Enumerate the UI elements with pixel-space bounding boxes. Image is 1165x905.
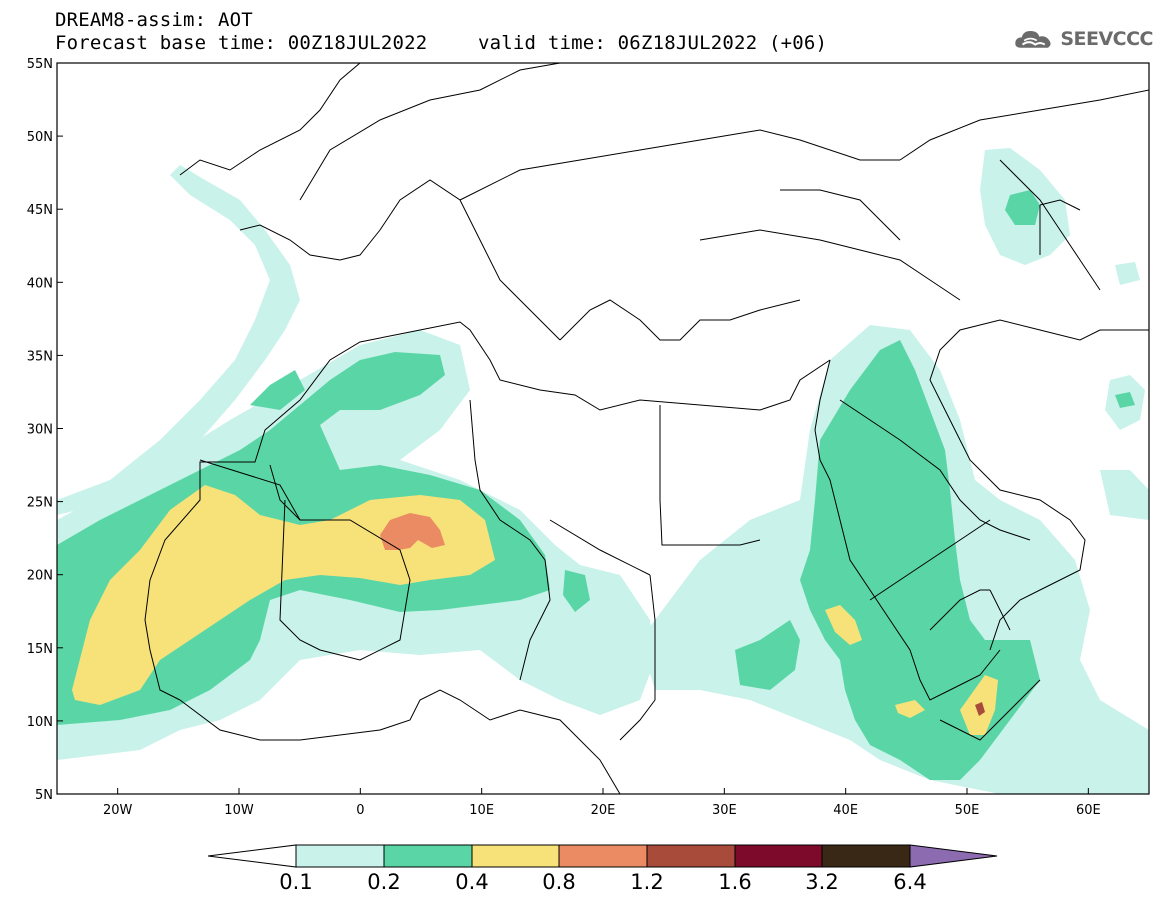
forecast-base-time: Forecast base time: 00Z18JUL2022 bbox=[55, 32, 428, 54]
colorbar-label: 6.4 bbox=[893, 870, 927, 894]
lat-label: 20N bbox=[27, 569, 53, 584]
colorbar-label: 1.2 bbox=[630, 870, 664, 894]
lon-label: 20W bbox=[103, 803, 133, 818]
lon-label: 0 bbox=[356, 803, 364, 818]
lat-label: 5N bbox=[35, 788, 53, 803]
lon-axis: 20W 10W 0 10E 20E 30E 40E 50E 60E bbox=[103, 788, 1101, 818]
colorbar bbox=[207, 844, 998, 868]
lat-label: 10N bbox=[27, 715, 53, 730]
lat-axis: 55N 50N 45N 40N 35N 30N 25N 20N 15N 10N 5N bbox=[27, 57, 63, 803]
colorbar-high-arrow bbox=[909, 844, 998, 868]
cloud-icon bbox=[1015, 31, 1051, 48]
lat-label: 40N bbox=[27, 276, 53, 291]
lat-label: 55N bbox=[27, 57, 53, 72]
lat-label: 35N bbox=[27, 349, 53, 364]
aot-level-0.8 bbox=[380, 513, 445, 550]
lat-label: 15N bbox=[27, 642, 53, 657]
lat-label: 25N bbox=[27, 496, 53, 511]
colorbar-label: 1.6 bbox=[718, 870, 752, 894]
lon-label: 20E bbox=[591, 803, 616, 818]
lon-label: 30E bbox=[712, 803, 737, 818]
seevccc-logo: SEEVCCC bbox=[1013, 23, 1153, 55]
colorbar-seg-0.8 bbox=[558, 844, 648, 868]
lon-label: 10E bbox=[469, 803, 494, 818]
colorbar-seg-3.2 bbox=[821, 844, 911, 868]
logo-text: SEEVCCC bbox=[1060, 28, 1153, 50]
lon-label: 10W bbox=[224, 803, 254, 818]
colorbar-label: 0.8 bbox=[542, 870, 576, 894]
lat-label: 50N bbox=[27, 130, 53, 145]
lon-label: 50E bbox=[955, 803, 980, 818]
lat-label: 45N bbox=[27, 203, 53, 218]
colorbar-seg-1.2 bbox=[646, 844, 736, 868]
colorbar-seg-0.2 bbox=[383, 844, 473, 868]
colorbar-seg-0.1 bbox=[295, 844, 385, 868]
colorbar-seg-1.6 bbox=[734, 844, 823, 868]
colorbar-label: 0.1 bbox=[279, 870, 313, 894]
lat-label: 30N bbox=[27, 423, 53, 438]
colorbar-label: 3.2 bbox=[805, 870, 839, 894]
product-title: DREAM8-assim: AOT bbox=[55, 9, 253, 31]
aot-field bbox=[57, 63, 1149, 794]
colorbar-seg-0.4 bbox=[471, 844, 560, 868]
coastlines-borders bbox=[144, 63, 1149, 794]
colorbar-label: 0.2 bbox=[367, 870, 401, 894]
aot-level-1.2 bbox=[975, 702, 985, 716]
colorbar-label: 0.4 bbox=[455, 870, 489, 894]
lon-label: 60E bbox=[1076, 803, 1101, 818]
lon-label: 40E bbox=[833, 803, 858, 818]
valid-time: valid time: 06Z18JUL2022 (+06) bbox=[478, 32, 828, 54]
colorbar-low-arrow bbox=[207, 844, 297, 868]
